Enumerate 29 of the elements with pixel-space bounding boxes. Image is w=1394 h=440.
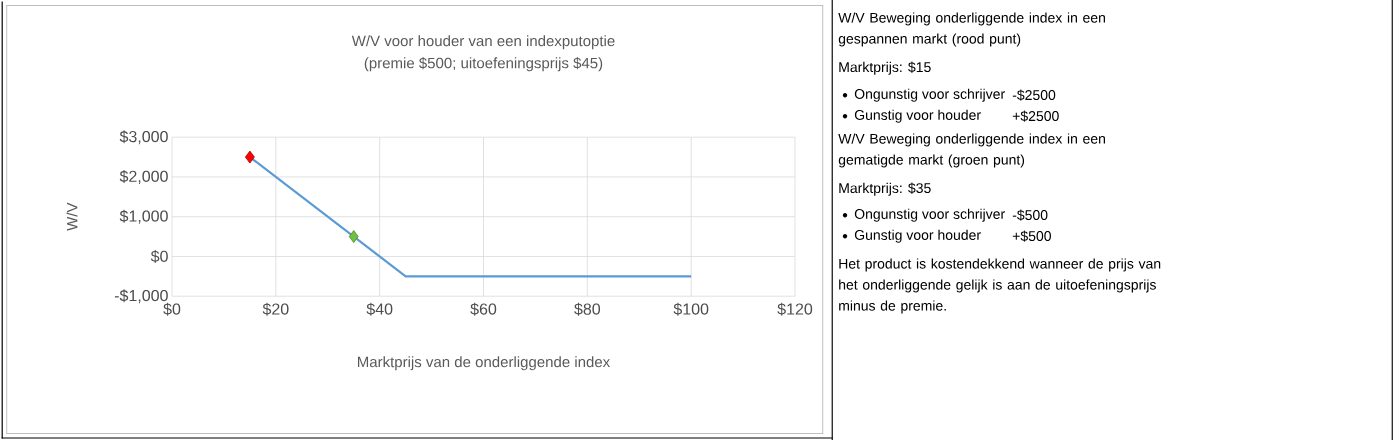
text: Marktprijs: $15 bbox=[839, 61, 931, 75]
text: Het product is kostendekkend wanneer de prijs van het onderliggende gelijk is aan de uitoefeningsprijs minus de premie. bbox=[839, 258, 1161, 314]
text: Gunstig voor houder bbox=[854, 229, 981, 243]
text: Marktprijs: $35 bbox=[839, 182, 931, 196]
text: W/V Beweging onderliggende index in een gespannen markt (rood punt) bbox=[838, 12, 1105, 47]
text: Gunstig voor houder bbox=[854, 109, 981, 123]
text: -$2500 bbox=[1012, 89, 1056, 101]
text: +$2500 bbox=[1012, 110, 1059, 122]
y-axis-title: W/V bbox=[66, 202, 78, 231]
chart-subtitle: (premie $500; uitoefeningsprijs $45) bbox=[364, 57, 603, 72]
y-tick-label: $2,000 bbox=[119, 169, 168, 184]
y-tick-label: $1,000 bbox=[119, 209, 168, 224]
y-tick-label: $3,000 bbox=[119, 130, 168, 145]
x-tick-label: $120 bbox=[777, 302, 813, 316]
x-tick-label: $80 bbox=[574, 302, 601, 316]
text: Ongunstig voor schrijver bbox=[854, 88, 1005, 102]
x-tick-label: $60 bbox=[470, 302, 497, 316]
x-tick-label: $40 bbox=[366, 302, 393, 316]
y-tick-label: $0 bbox=[150, 249, 168, 263]
chart-title: W/V voor houder van een indexputoptie bbox=[351, 35, 615, 50]
text: -$500 bbox=[1012, 209, 1048, 221]
text: Ongunstig voor schrijver bbox=[854, 208, 1005, 222]
text: W/V Beweging onderliggende index in een gematigde markt (groen punt) bbox=[838, 133, 1105, 168]
y-tick-label: -$1,000 bbox=[114, 289, 168, 304]
x-tick-label: $0 bbox=[163, 302, 181, 316]
x-tick-label: $20 bbox=[262, 302, 289, 316]
x-axis-title: Marktprijs van de onderliggende index bbox=[357, 356, 611, 371]
text: +$500 bbox=[1012, 230, 1051, 242]
x-tick-label: $100 bbox=[673, 302, 709, 316]
